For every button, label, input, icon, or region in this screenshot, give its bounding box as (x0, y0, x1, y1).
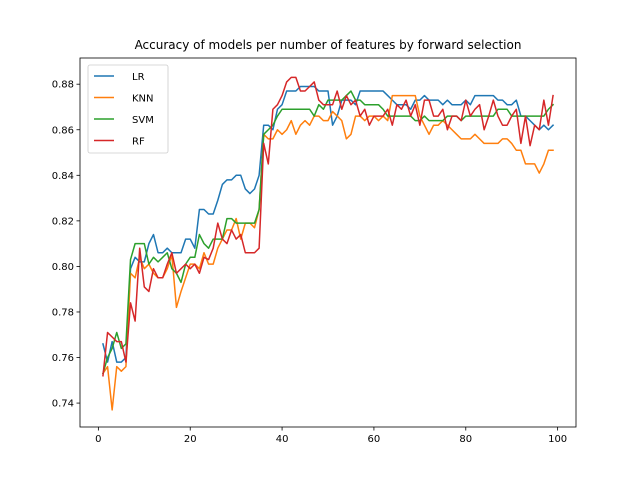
legend: LR KNN SVM RF (87, 64, 169, 154)
y-tick-label: 0.86 (52, 125, 74, 136)
y-tick-label: 0.88 (52, 80, 74, 91)
chart-title: Accuracy of models per number of feature… (135, 38, 522, 52)
legend-label-rf: RF (132, 137, 145, 148)
x-tick-label: 20 (184, 434, 197, 445)
y-tick-label: 0.84 (52, 171, 74, 182)
y-tick-label: 0.80 (52, 262, 74, 273)
y-tick-label: 0.76 (52, 353, 74, 364)
x-tick-label: 40 (276, 434, 289, 445)
x-tick-label: 100 (548, 434, 567, 445)
legend-label-knn: KNN (132, 94, 154, 105)
y-tick-label: 0.82 (52, 216, 74, 227)
legend-label-lr: LR (132, 72, 145, 83)
series-line-lr (102, 85, 555, 363)
y-tick-label: 0.74 (52, 399, 74, 410)
series-line-svm (102, 90, 555, 375)
x-tick-label: 0 (95, 434, 101, 445)
y-tick-label: 0.78 (52, 307, 74, 318)
axes-frame (79, 57, 577, 428)
series-line-knn (101, 94, 554, 411)
series-line-rf (102, 76, 554, 377)
x-tick-label: 80 (459, 434, 472, 445)
plot-area: 0 20 40 60 80 100 0.74 0.76 0.78 0.80 0.82 0.84 0.86… (52, 57, 577, 445)
legend-box (87, 64, 169, 154)
x-tick-label: 60 (368, 434, 381, 445)
legend-label-svm: SVM (132, 115, 154, 126)
